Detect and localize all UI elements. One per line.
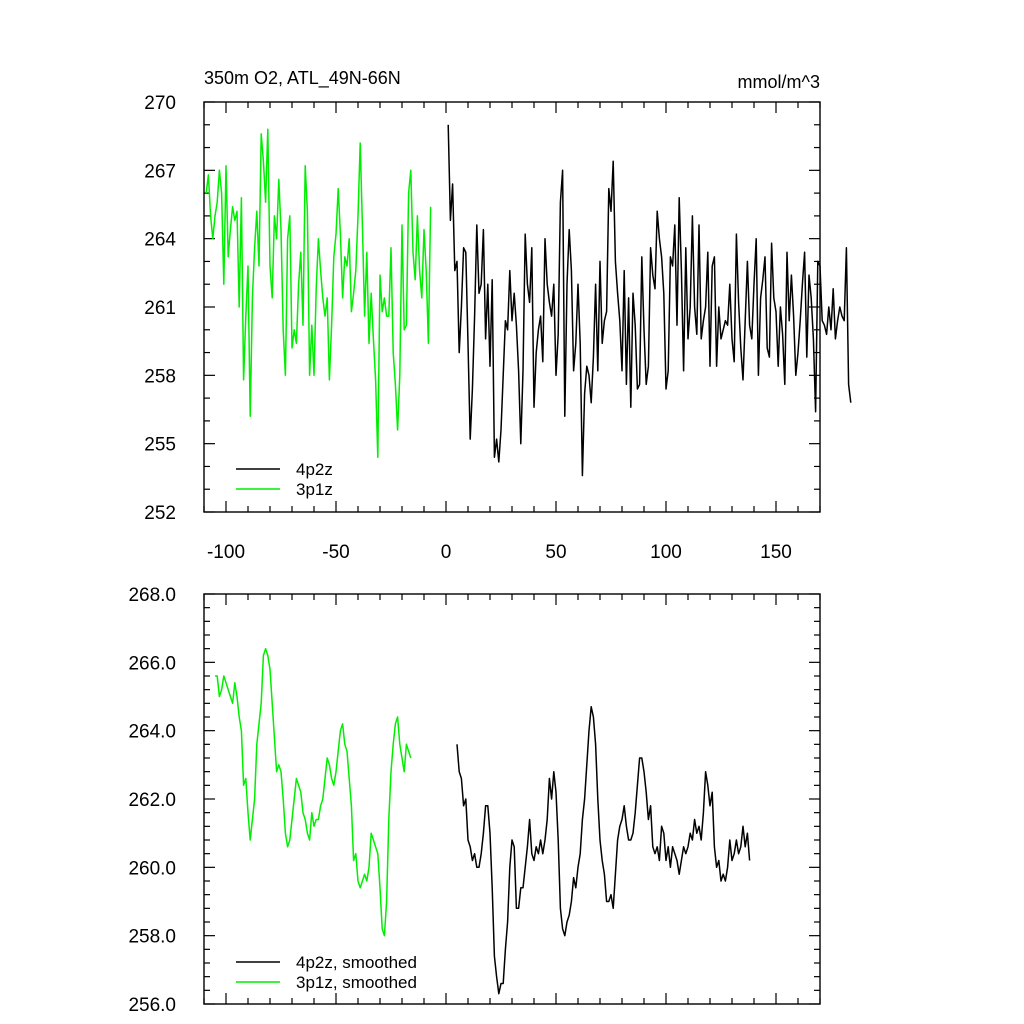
series-line-3p1z-smoothed [215, 647, 412, 937]
legend-label-3p1z-smoothed: 3p1z, smoothed [296, 973, 417, 992]
y-tick-label: 260.0 [128, 858, 176, 879]
series-line-4p2z [447, 124, 852, 477]
y-tick-label: 270 [144, 93, 176, 114]
y-tick-label: 255 [144, 435, 176, 456]
bottom-chart-series [215, 647, 751, 995]
series-line-3p1z [205, 128, 432, 459]
bottom-chart-frame [203, 593, 821, 1005]
y-tick-label: 258 [144, 366, 176, 387]
bottom-chart-panel: 256.0 258.0 260.0 262.0 264.0 266.0 268.0 4p2z… [128, 585, 821, 1016]
top-chart-panel: 350m O2, ATL_49N-66N mmol/m^3 -100 -50 0 50… [144, 68, 852, 563]
x-tick-label: -50 [322, 542, 349, 563]
series-line-4p2z-smoothed [456, 706, 751, 995]
top-chart-legend: 4p2z 3p1z [236, 460, 333, 499]
bottom-chart-ticks: 256.0 258.0 260.0 262.0 264.0 266.0 268.0 [128, 585, 821, 1016]
x-tick-label: 0 [441, 542, 452, 563]
y-tick-label: 262.0 [128, 790, 176, 811]
y-tick-label: 252 [144, 503, 176, 524]
x-tick-label: 50 [545, 542, 566, 563]
x-tick-label: 100 [650, 542, 682, 563]
y-tick-label: 268.0 [128, 585, 176, 606]
y-tick-label: 258.0 [128, 927, 176, 948]
y-tick-label: 264 [144, 230, 176, 251]
legend-label-4p2z: 4p2z [296, 460, 333, 479]
y-tick-label: 264.0 [128, 722, 176, 743]
top-chart-frame [203, 101, 821, 513]
top-chart-series [205, 124, 852, 477]
top-chart-title: 350m O2, ATL_49N-66N [204, 68, 401, 89]
legend-label-3p1z: 3p1z [296, 480, 333, 499]
top-chart-units: mmol/m^3 [738, 72, 820, 92]
x-tick-label: -100 [207, 542, 245, 563]
y-tick-label: 256.0 [128, 995, 176, 1016]
legend-label-4p2z-smoothed: 4p2z, smoothed [296, 953, 417, 972]
y-tick-label: 266.0 [128, 653, 176, 674]
y-tick-label: 261 [144, 298, 176, 319]
y-tick-label: 267 [144, 161, 176, 182]
bottom-chart-legend: 4p2z, smoothed 3p1z, smoothed [236, 953, 417, 992]
x-tick-label: 150 [760, 542, 792, 563]
